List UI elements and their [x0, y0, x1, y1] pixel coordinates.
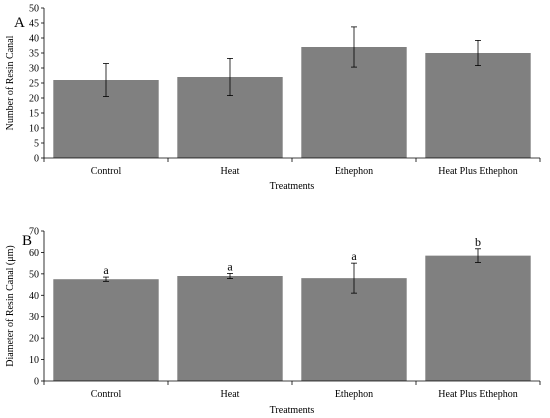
- chart-panel-a: Control Heat Ethephon Heat Plus Ethephon 0 5 1…: [5, 4, 541, 192]
- panel-label: A: [14, 15, 25, 31]
- x-tick-label: Ethephon: [335, 166, 373, 177]
- x-tick-label: Heat: [221, 389, 240, 400]
- x-tick-label: Heat Plus Ethephon: [438, 166, 517, 177]
- bar-control: [53, 279, 159, 381]
- y-tick-label: 35: [29, 49, 39, 60]
- y-tick-label: 10: [29, 355, 39, 366]
- x-axis-title: Treatments: [270, 405, 315, 416]
- y-tick-label: 0: [34, 154, 39, 165]
- y-tick-label: 30: [29, 312, 39, 323]
- significance-label: b: [475, 235, 481, 249]
- x-tick-label: Control: [91, 389, 122, 400]
- chart-panel-b: a Control a Heat a Ethephon b Heat Plus Ethepho…: [5, 227, 541, 416]
- bar-heat-plus-ethephon: [425, 255, 531, 381]
- y-tick-label: 50: [29, 4, 39, 15]
- significance-label: a: [351, 249, 357, 263]
- x-tick-label: Heat Plus Ethephon: [438, 389, 517, 400]
- y-tick-label: 15: [29, 109, 39, 120]
- y-tick-label: 60: [29, 248, 39, 259]
- x-axis-title: Treatments: [270, 181, 315, 192]
- y-tick-label: 70: [29, 227, 39, 238]
- error-bar: [103, 276, 109, 282]
- bar-ethephon: [301, 278, 407, 381]
- error-bar: [351, 262, 357, 294]
- y-tick-label: 0: [34, 377, 39, 388]
- bar-heat-plus-ethephon: [425, 53, 531, 158]
- significance-label: a: [103, 263, 109, 277]
- x-tick-label: Ethephon: [335, 389, 373, 400]
- error-bar: [475, 248, 481, 263]
- y-axis-title: Number of Resin Canal: [5, 35, 16, 130]
- y-tick-label: 25: [29, 79, 39, 90]
- y-tick-label: 50: [29, 269, 39, 280]
- error-bar: [227, 58, 233, 96]
- x-tick-label: Heat: [221, 166, 240, 177]
- y-tick-label: 30: [29, 64, 39, 75]
- error-bar: [475, 40, 481, 66]
- significance-label: a: [227, 259, 233, 273]
- y-tick-label: 40: [29, 34, 39, 45]
- y-axis-title: Diameter of Resin Canal (μm): [5, 245, 16, 366]
- y-tick-label: 40: [29, 291, 39, 302]
- y-tick-label: 20: [29, 334, 39, 345]
- error-bar: [227, 273, 233, 279]
- y-tick-label: 45: [29, 19, 39, 30]
- y-tick-label: 20: [29, 94, 39, 105]
- error-bar: [103, 63, 109, 97]
- bar-heat: [177, 276, 283, 381]
- y-tick-label: 10: [29, 124, 39, 135]
- panel-label: B: [22, 233, 32, 249]
- error-bar: [351, 26, 357, 68]
- y-tick-label: 5: [34, 139, 39, 150]
- x-tick-label: Control: [91, 166, 122, 177]
